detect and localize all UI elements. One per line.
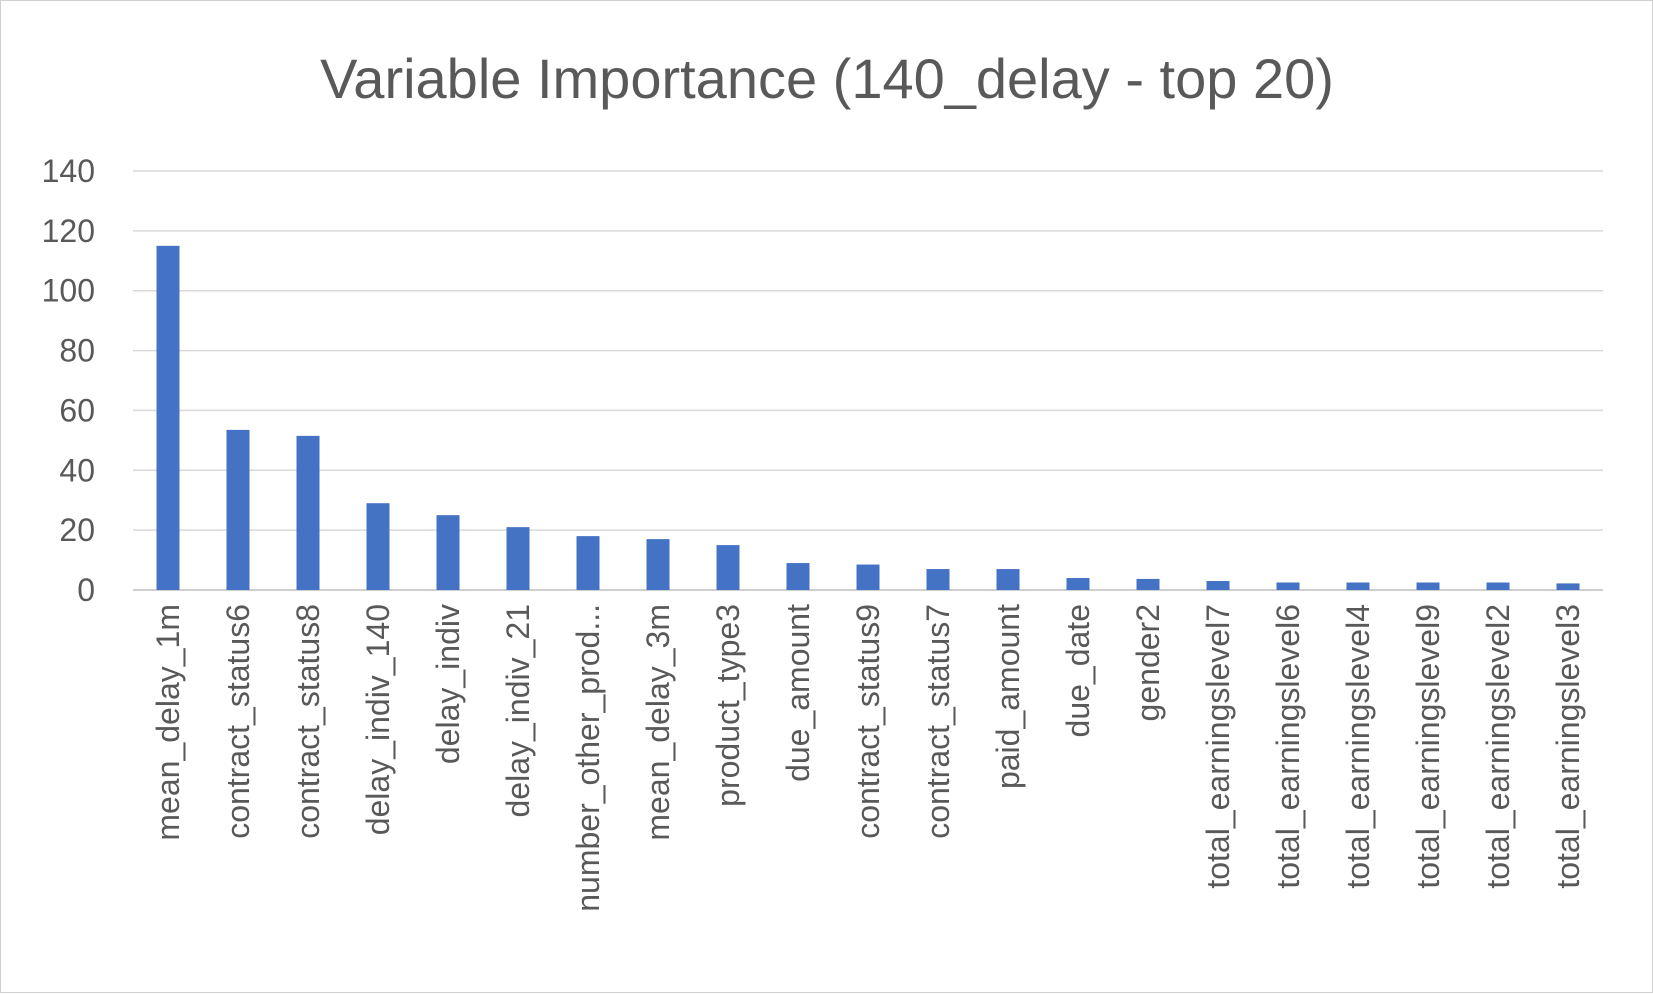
y-tick-label: 0 xyxy=(77,572,95,608)
bar-gender2 xyxy=(1136,578,1160,590)
x-axis-labels: mean_delay_1m contract_status6 contract_st… xyxy=(150,604,1586,912)
x-category-label: contract_status8 xyxy=(290,604,326,839)
x-category-label: due_amount xyxy=(780,604,816,782)
y-tick-label: 60 xyxy=(59,392,95,428)
bar-mean-delay-1m xyxy=(156,245,180,591)
y-tick-label: 80 xyxy=(59,333,95,369)
bar-total-earningslevel9 xyxy=(1416,582,1440,590)
x-category-label: total_earningslevel7 xyxy=(1200,604,1236,889)
bar-number-other-prod xyxy=(576,536,600,590)
chart-title: Variable Importance (140_delay - top 20) xyxy=(320,47,1334,110)
bar-contract-status9 xyxy=(856,564,880,590)
x-category-label: due_date xyxy=(1060,604,1096,737)
x-category-label: delay_indiv xyxy=(430,604,466,764)
x-category-label: mean_delay_3m xyxy=(640,604,676,841)
bar-delay-indiv-21 xyxy=(506,527,530,590)
bar-contract-status6 xyxy=(226,429,250,590)
bar-total-earningslevel4 xyxy=(1346,582,1370,590)
bar-delay-indiv xyxy=(436,515,460,590)
x-category-label: total_earningslevel4 xyxy=(1340,604,1376,889)
x-category-label: contract_status9 xyxy=(850,604,886,839)
y-tick-label: 40 xyxy=(59,452,95,488)
bar-due-date xyxy=(1066,578,1090,590)
x-category-label: gender2 xyxy=(1130,604,1166,721)
x-category-label: total_earningslevel3 xyxy=(1550,604,1586,889)
bar-total-earningslevel2 xyxy=(1486,582,1510,590)
x-category-label: total_earningslevel6 xyxy=(1270,604,1306,889)
y-axis-ticks: 0 20 40 60 80 100 120 140 xyxy=(42,153,95,608)
bar-total-earningslevel6 xyxy=(1276,582,1300,590)
y-tick-label: 120 xyxy=(42,213,95,249)
grid-layer xyxy=(133,170,1603,591)
x-category-label: number_other_prod... xyxy=(570,604,606,912)
y-tick-label: 100 xyxy=(42,273,95,309)
bar-total-earningslevel7 xyxy=(1206,581,1230,590)
x-category-label: delay_indiv_21 xyxy=(500,604,536,818)
bar-total-earningslevel3 xyxy=(1556,583,1580,590)
x-category-label: contract_status6 xyxy=(220,604,256,839)
bar-due-amount xyxy=(786,563,810,590)
bar-paid-amount xyxy=(996,569,1020,590)
x-category-label: mean_delay_1m xyxy=(150,604,186,841)
bar-delay-indiv-140 xyxy=(366,503,390,590)
x-category-label: paid_amount xyxy=(990,604,1026,789)
bar-contract-status8 xyxy=(296,435,320,590)
x-category-label: delay_indiv_140 xyxy=(360,604,396,835)
x-category-label: total_earningslevel2 xyxy=(1480,604,1516,889)
bar-contract-status7 xyxy=(926,569,950,590)
x-category-label: product_type3 xyxy=(710,604,746,807)
x-category-label: contract_status7 xyxy=(920,604,956,839)
y-tick-label: 20 xyxy=(59,512,95,548)
x-category-label: total_earningslevel9 xyxy=(1410,604,1446,889)
bar-mean-delay-3m xyxy=(646,539,670,590)
bar-product-type3 xyxy=(716,545,740,590)
y-tick-label: 140 xyxy=(42,153,95,189)
bars xyxy=(156,245,1580,591)
